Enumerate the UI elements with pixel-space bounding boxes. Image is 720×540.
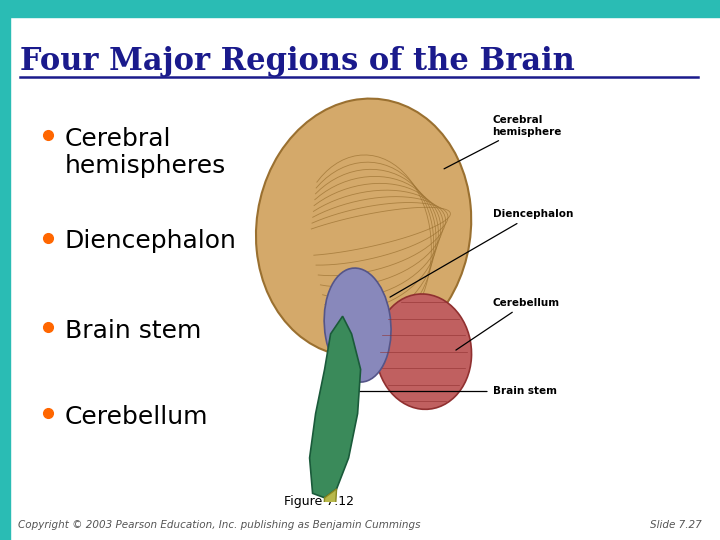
Text: Brain stem: Brain stem: [65, 319, 201, 342]
Polygon shape: [310, 316, 361, 498]
Text: Cerebellum: Cerebellum: [456, 298, 559, 350]
Text: Brain stem: Brain stem: [354, 387, 557, 396]
Text: Four Major Regions of the Brain: Four Major Regions of the Brain: [20, 46, 575, 77]
Text: Diencephalon: Diencephalon: [390, 210, 573, 297]
Text: Cerebral
hemispheres: Cerebral hemispheres: [65, 127, 226, 178]
Text: Cerebral
hemisphere: Cerebral hemisphere: [444, 115, 562, 169]
Polygon shape: [322, 489, 337, 540]
Ellipse shape: [256, 99, 471, 357]
Ellipse shape: [324, 268, 391, 382]
Bar: [0, 0, 10, 540]
Text: Cerebellum: Cerebellum: [65, 405, 208, 429]
Text: Copyright © 2003 Pearson Education, Inc. publishing as Benjamin Cummings: Copyright © 2003 Pearson Education, Inc.…: [18, 520, 420, 530]
Text: Figure 7.12: Figure 7.12: [284, 495, 354, 508]
Text: Slide 7.27: Slide 7.27: [650, 520, 702, 530]
Text: Diencephalon: Diencephalon: [65, 230, 237, 253]
Ellipse shape: [376, 294, 472, 409]
Bar: [0, 0, 720, 17]
